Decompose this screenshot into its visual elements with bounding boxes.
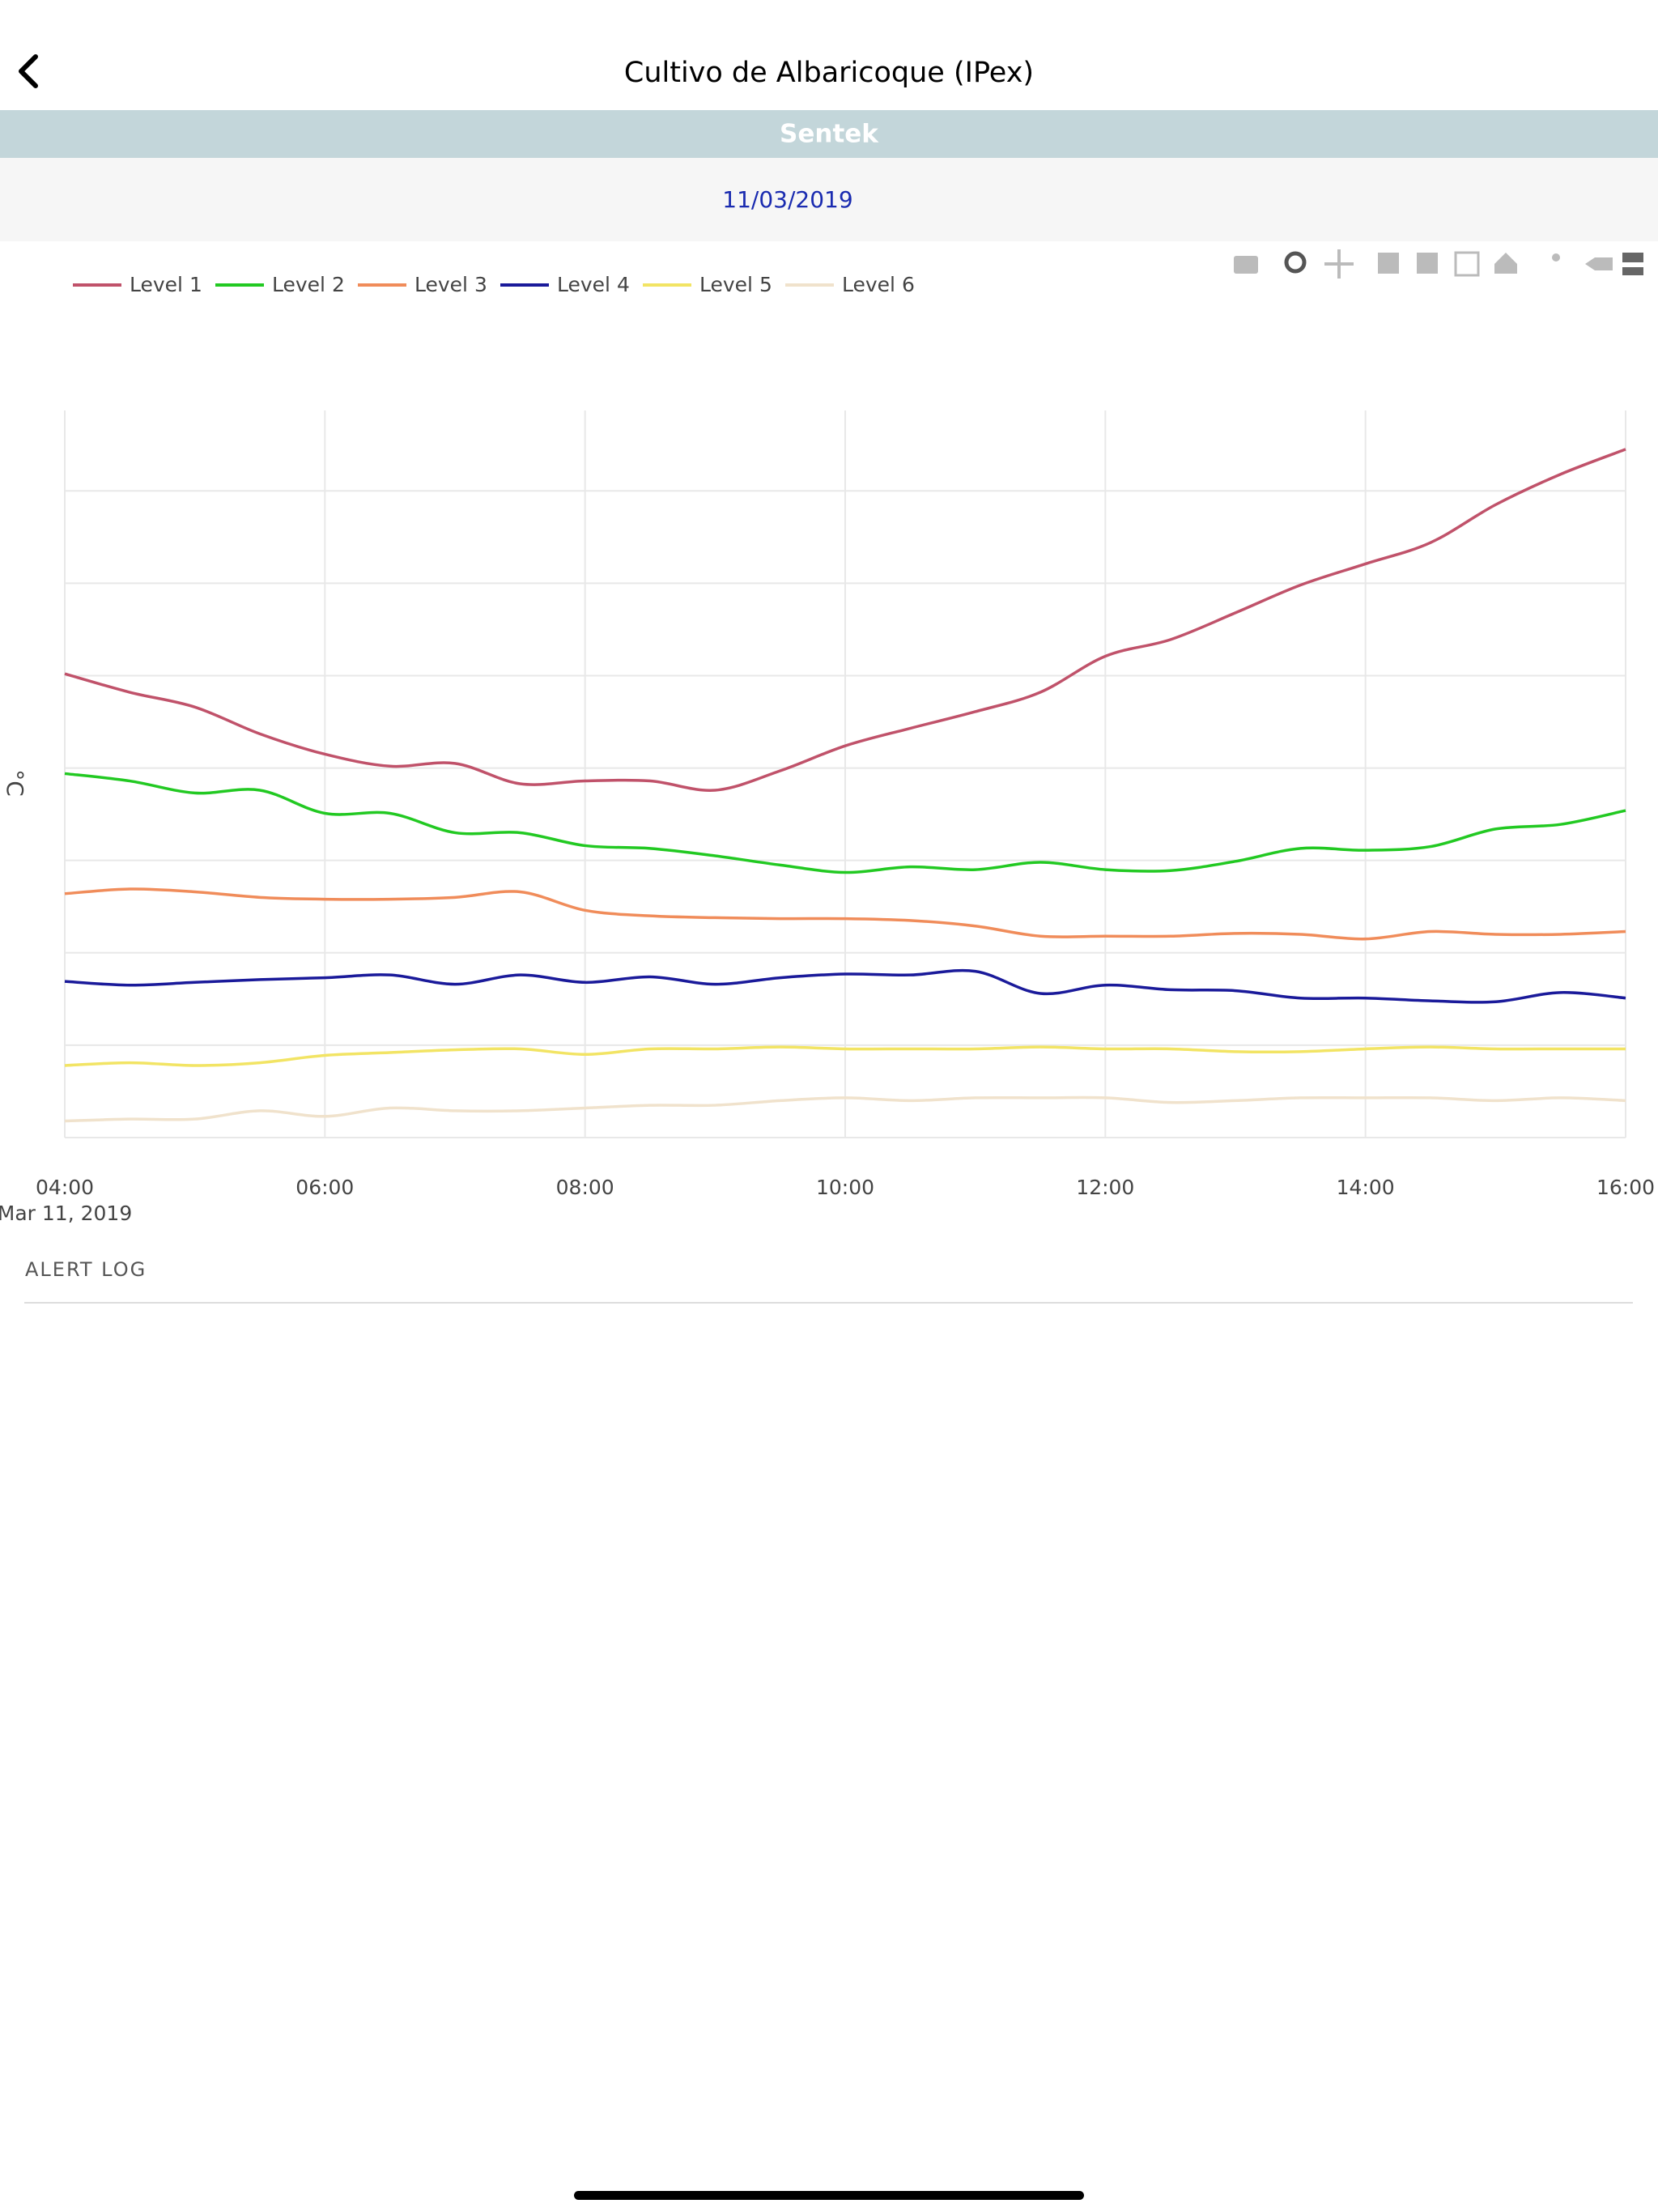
zoom-in-icon[interactable] bbox=[1378, 253, 1399, 274]
pan-icon[interactable] bbox=[1324, 249, 1354, 279]
series-line bbox=[64, 448, 1626, 792]
hover-compare-icon[interactable] bbox=[1622, 253, 1643, 275]
toolbar bbox=[1234, 249, 1643, 279]
legend-label: Level 5 bbox=[699, 273, 772, 296]
x-tick-label: 08:00 bbox=[556, 1176, 614, 1199]
x-date-label: Mar 11, 2019 bbox=[0, 1202, 132, 1225]
back-button[interactable] bbox=[19, 54, 38, 88]
x-tick-label: 16:00 bbox=[1596, 1176, 1655, 1199]
alert-log-heading: ALERT LOG bbox=[25, 1258, 147, 1281]
date-band bbox=[0, 158, 1658, 241]
x-tick-label: 10:00 bbox=[816, 1176, 874, 1199]
legend-label: Level 4 bbox=[557, 273, 630, 296]
autoscale-icon[interactable] bbox=[1454, 251, 1480, 277]
home-indicator bbox=[574, 2191, 1084, 2200]
series-line bbox=[64, 1095, 1626, 1123]
hover-closest-icon[interactable] bbox=[1585, 257, 1613, 270]
legend-label: Level 6 bbox=[842, 273, 915, 296]
legend-label: Level 3 bbox=[414, 273, 487, 296]
x-tick-label: 04:00 bbox=[36, 1176, 94, 1199]
zoom-out-icon[interactable] bbox=[1417, 253, 1438, 274]
device-name: Sentek bbox=[780, 120, 879, 149]
x-tick-label: 14:00 bbox=[1337, 1176, 1395, 1199]
series-line bbox=[64, 968, 1626, 1004]
zoom-icon[interactable] bbox=[1284, 251, 1307, 274]
legend-label: Level 2 bbox=[272, 273, 345, 296]
series-line bbox=[64, 887, 1626, 941]
reset-icon[interactable] bbox=[1494, 253, 1517, 274]
device-band bbox=[0, 110, 1658, 158]
x-tick-label: 06:00 bbox=[295, 1176, 354, 1199]
legend-label: Level 1 bbox=[130, 273, 202, 296]
x-tick-label: 12:00 bbox=[1076, 1176, 1134, 1199]
series-line bbox=[64, 772, 1626, 874]
spike-icon[interactable] bbox=[1552, 253, 1560, 262]
page-title: Cultivo de Albaricoque (IPex) bbox=[624, 57, 1034, 89]
y-axis-label: °C bbox=[2, 769, 28, 797]
camera-icon[interactable] bbox=[1234, 256, 1258, 274]
date-picker[interactable]: 11/03/2019 bbox=[722, 186, 852, 213]
series-line bbox=[64, 1045, 1626, 1067]
